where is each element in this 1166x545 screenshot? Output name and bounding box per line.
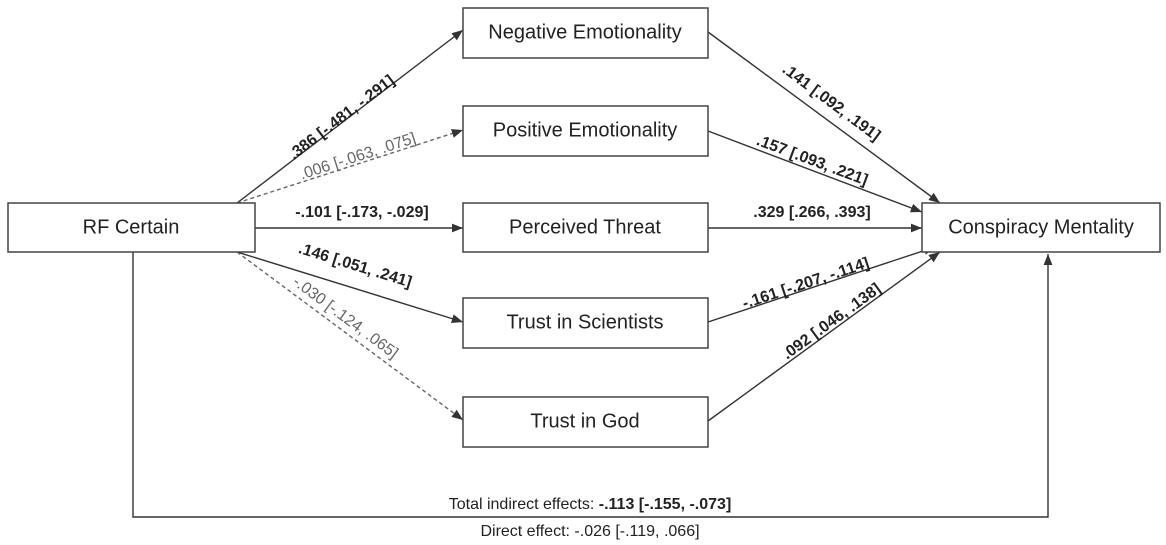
arrow (707, 251, 941, 422)
arrow (236, 251, 464, 421)
edge-label: .141 [.092, .191] (779, 61, 883, 145)
node-box (462, 297, 709, 349)
node-box (462, 202, 709, 253)
arrow (236, 129, 464, 204)
node-label: Positive Emotionality (493, 119, 678, 141)
arrow (236, 251, 464, 323)
edge-label: .157 [.093, .221] (754, 132, 870, 189)
arrow (236, 29, 464, 204)
direct-arrow (132, 252, 1053, 518)
edge-label: .329 [.266, .393] (753, 204, 870, 221)
edge-label: -.030 [-.124, .065] (289, 273, 401, 362)
node-box (921, 202, 1161, 253)
direct-effect: Direct effect: -.026 [-.119, .066] (480, 523, 699, 540)
node-label: Perceived Threat (509, 216, 661, 238)
arrow (707, 246, 936, 323)
total-indirect-label: Total indirect effects: (449, 496, 595, 513)
total-indirect-value: -.113 [-.155, -.073] (599, 496, 732, 513)
node-box (462, 7, 709, 59)
node-label: Conspiracy Mentality (948, 216, 1134, 238)
arrow (707, 130, 923, 213)
node-label: Trust in God (530, 410, 639, 432)
edge-label: -.101 [-.173, -.029] (295, 204, 428, 221)
node-label: RF Certain (83, 216, 180, 238)
node-box (462, 396, 709, 448)
node-label: Negative Emotionality (488, 21, 681, 43)
total-indirect: Total indirect effects: -.113 [-.155, -.… (449, 496, 732, 513)
node-box (462, 105, 709, 157)
arrow (707, 31, 941, 204)
node-label: Trust in Scientists (506, 311, 663, 333)
node-box (7, 202, 256, 253)
